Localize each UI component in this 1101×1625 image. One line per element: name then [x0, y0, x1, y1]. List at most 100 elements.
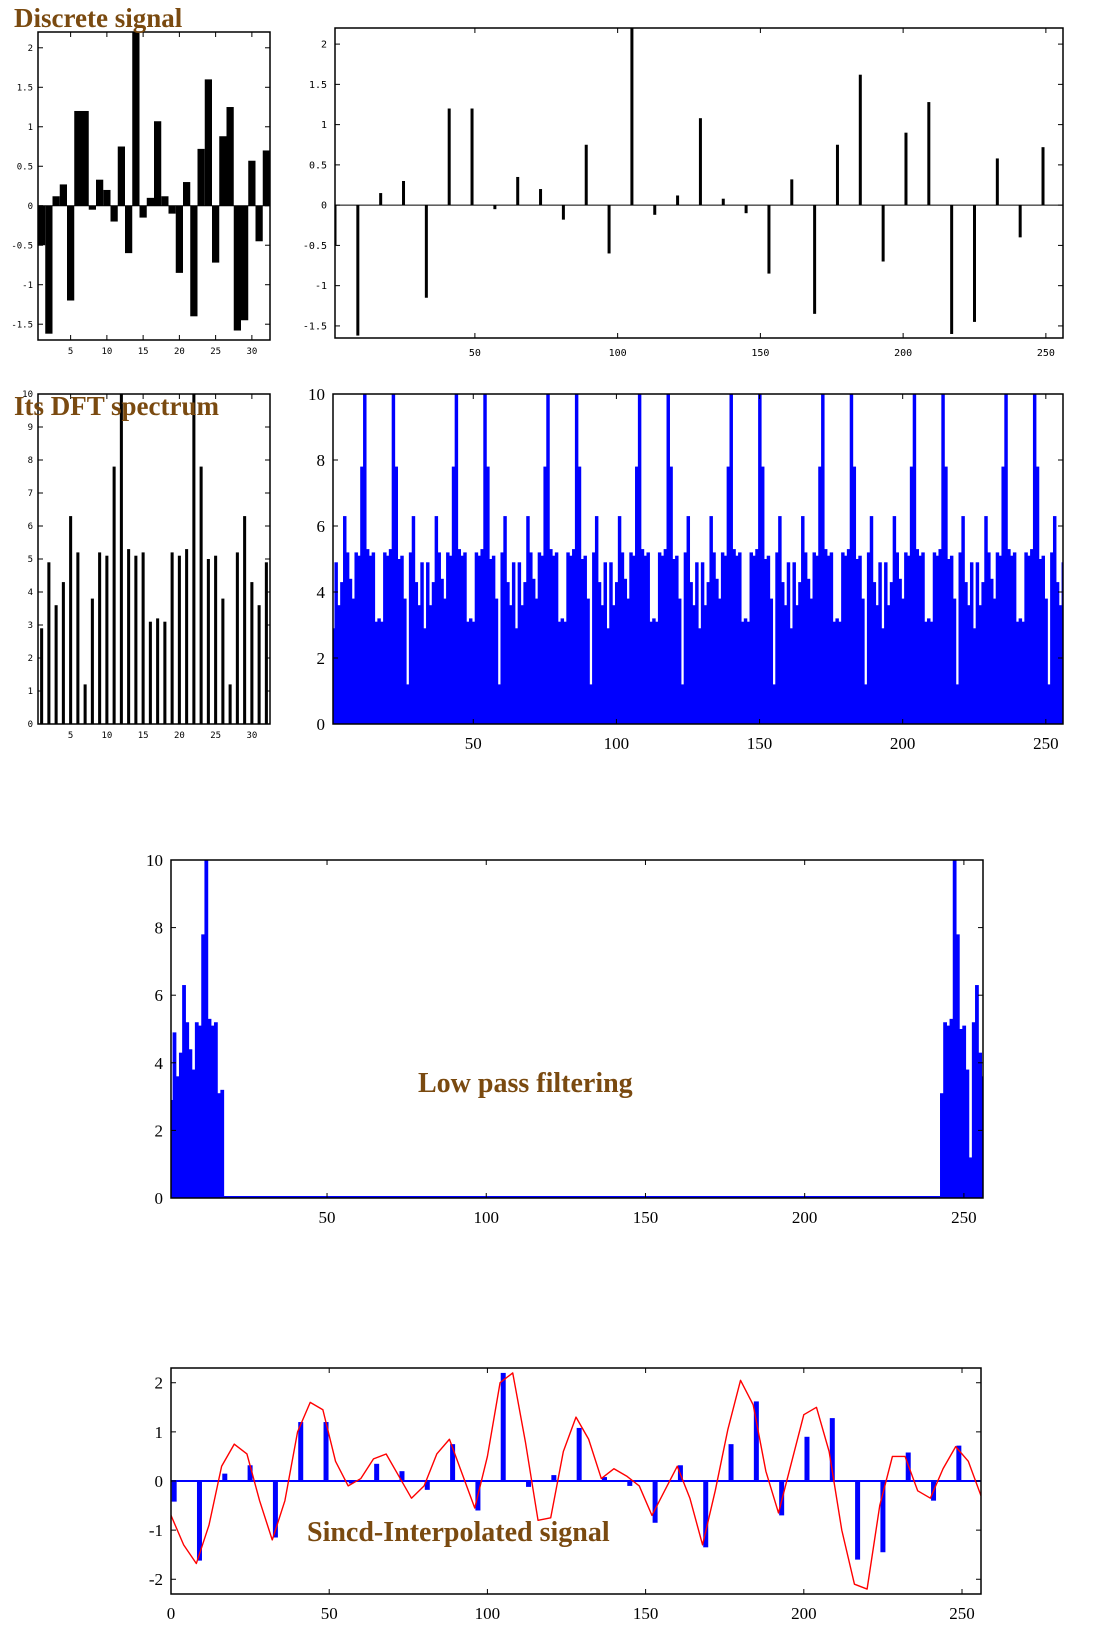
discrete-large-stem — [1042, 147, 1045, 205]
discrete-large-stem — [813, 205, 816, 314]
discrete-small-bar — [82, 111, 89, 206]
discrete-large-stem — [790, 179, 793, 205]
lowpass-ytick-label: 10 — [146, 851, 163, 870]
dft-small-ytick-label: 2 — [28, 654, 33, 664]
discrete-small-bar — [132, 32, 139, 206]
discrete-large-stem — [653, 205, 656, 215]
dft-small-bar — [265, 562, 268, 724]
dft-small-xtick-label: 25 — [210, 731, 221, 741]
panel-dft-small: 5 10 15 20 25 30012345678910 — [22, 390, 270, 741]
panel-dft-large: 50 100 150 200 2500246810 — [308, 385, 1065, 753]
discrete-small-bar — [38, 206, 45, 245]
discrete-large-stem — [516, 177, 519, 205]
discrete-small-xtick-label: 5 — [68, 347, 73, 357]
discrete-large-stem — [471, 109, 474, 206]
discrete-small-bar — [111, 206, 118, 222]
discrete-large-xtick-label: 100 — [609, 348, 627, 359]
dft-small-xtick-label: 30 — [246, 731, 257, 741]
dft-small-bar — [156, 618, 159, 724]
lowpass-ytick-label: 6 — [155, 986, 164, 1005]
discrete-large-ytick-label: 1.5 — [309, 80, 327, 91]
lowpass-ytick-label: 2 — [155, 1121, 164, 1140]
discrete-small-bar — [161, 196, 168, 205]
discrete-large-stem — [493, 205, 496, 209]
discrete-small-bar — [263, 150, 270, 205]
discrete-large-stem — [722, 199, 725, 205]
dft-small-xtick-label: 10 — [101, 731, 112, 741]
discrete-large-stem — [402, 181, 405, 205]
dft-small-ytick-label: 6 — [28, 522, 33, 532]
dft-small-ytick-label: 4 — [28, 588, 33, 598]
caption-dft-spectrum: Its DFT spectrum — [14, 391, 220, 421]
discrete-small-xtick-label: 15 — [138, 347, 149, 357]
discrete-large-ytick-label: 0.5 — [309, 160, 327, 171]
sincd-stem — [501, 1373, 506, 1481]
discrete-small-bar — [198, 149, 205, 206]
discrete-large-xtick-label: 250 — [1037, 348, 1055, 359]
lowpass-frame — [171, 860, 983, 1198]
dft-small-bar — [134, 556, 137, 724]
discrete-small-bars — [38, 32, 270, 334]
sincd-ytick-label: 1 — [155, 1423, 164, 1442]
discrete-large-ytick-label: -1.5 — [303, 321, 327, 332]
lowpass-bars — [169, 860, 988, 1198]
discrete-small-bar — [96, 180, 103, 206]
discrete-small-bar — [147, 198, 154, 206]
dft-small-ytick-label: 8 — [28, 456, 33, 466]
dft-small-bar — [243, 516, 246, 724]
dft-small-bar — [69, 516, 72, 724]
sincd-stem — [526, 1481, 531, 1487]
discrete-small-bar — [169, 206, 176, 214]
discrete-large-stem — [767, 205, 770, 273]
dft-large-xtick-label: 250 — [1033, 734, 1059, 753]
dft-small-bar — [185, 549, 188, 724]
sincd-xtick-label: 150 — [633, 1604, 659, 1623]
discrete-small-bar — [53, 196, 60, 205]
discrete-large-xtick-label: 50 — [469, 348, 481, 359]
discrete-large-stem — [859, 75, 862, 205]
lowpass-bar — [220, 1090, 224, 1198]
discrete-large-ytick-label: -0.5 — [303, 241, 327, 252]
discrete-large-stem — [356, 205, 359, 335]
discrete-large-ytick-label: 2 — [321, 40, 327, 51]
panel-sincd: 0 50 100 150 200 250-2-1012 — [149, 1368, 981, 1623]
discrete-large-stem — [973, 205, 976, 322]
dft-small-bar — [171, 552, 174, 724]
lowpass-xtick-label: 200 — [792, 1208, 818, 1227]
sincd-xtick-label: 100 — [475, 1604, 501, 1623]
dft-small-bar — [47, 562, 50, 724]
dft-small-bar — [98, 552, 101, 724]
discrete-large-stem — [425, 205, 428, 298]
discrete-small-ytick-label: 0.5 — [17, 162, 33, 172]
dft-large-ytick-label: 4 — [317, 583, 326, 602]
dft-large-xtick-label: 200 — [890, 734, 916, 753]
discrete-small-bar — [241, 206, 248, 321]
dft-small-bar — [200, 467, 203, 724]
dft-large-ytick-label: 8 — [317, 451, 326, 470]
discrete-large-stem — [562, 205, 565, 219]
dft-small-bar — [214, 556, 217, 724]
discrete-large-stem — [996, 158, 999, 205]
dft-small-bar — [250, 582, 253, 724]
discrete-large-xtick-label: 150 — [751, 348, 769, 359]
discrete-large-ytick-label: 0 — [321, 201, 327, 212]
discrete-small-xtick-label: 10 — [101, 347, 112, 357]
discrete-small-bar — [183, 182, 190, 206]
discrete-small-ytick-label: 1 — [28, 123, 33, 133]
discrete-small-xtick-label: 20 — [174, 347, 185, 357]
dft-large-ytick-label: 2 — [317, 649, 326, 668]
discrete-small-bar — [118, 147, 125, 206]
discrete-small-bar — [227, 107, 234, 206]
discrete-large-stem — [882, 205, 885, 261]
sincd-stem — [298, 1422, 303, 1481]
dft-small-bar — [120, 394, 123, 724]
sincd-ytick-label: -2 — [149, 1570, 163, 1589]
dft-small-ytick-label: 0 — [28, 720, 33, 730]
sincd-stem — [804, 1437, 809, 1481]
discrete-small-bar — [205, 79, 212, 205]
discrete-large-stem — [699, 118, 702, 205]
dft-small-bar — [192, 394, 195, 724]
panel-discrete-small: 5 10 15 20 25 30-1.5-1-0.500.511.52 — [11, 32, 270, 357]
dft-small-ytick-label: 7 — [28, 489, 33, 499]
dft-small-bar — [236, 552, 239, 724]
